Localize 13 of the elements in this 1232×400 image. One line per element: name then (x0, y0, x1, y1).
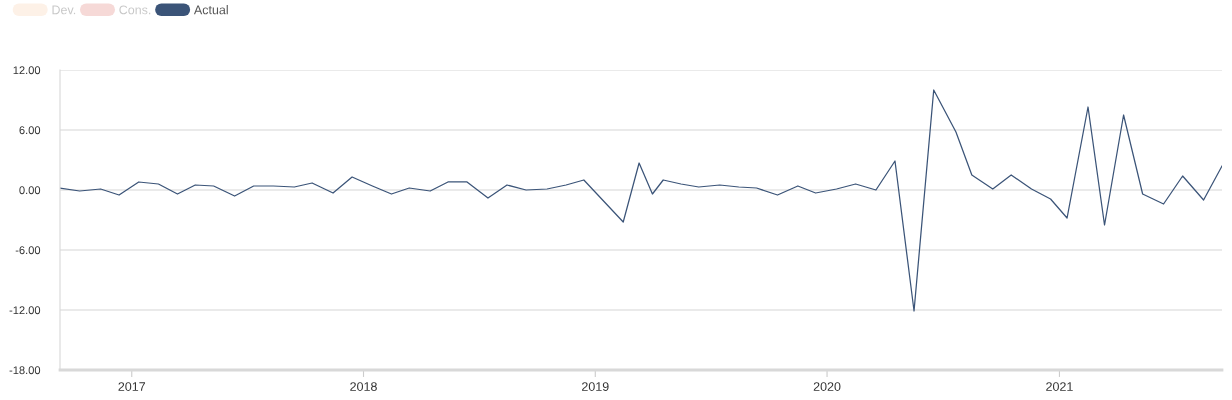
y-tick-label: 6.00 (19, 126, 41, 135)
y-tick-label: 0.00 (19, 186, 41, 195)
y-tick-label: 12.00 (13, 66, 41, 75)
x-tick-label: 2019 (582, 382, 609, 391)
line-series (60, 89, 1222, 312)
legend-label: Actual (193, 5, 228, 15)
y-tick-label: -6.00 (15, 246, 41, 255)
x-tick-label: 2017 (118, 382, 146, 391)
x-tick-label: 2020 (813, 382, 841, 391)
y-tick-label: -18.00 (9, 366, 41, 375)
x-tick-label: 2021 (1046, 382, 1073, 391)
y-tick-label: -12.00 (9, 306, 41, 315)
x-tick-label: 2018 (350, 382, 377, 391)
